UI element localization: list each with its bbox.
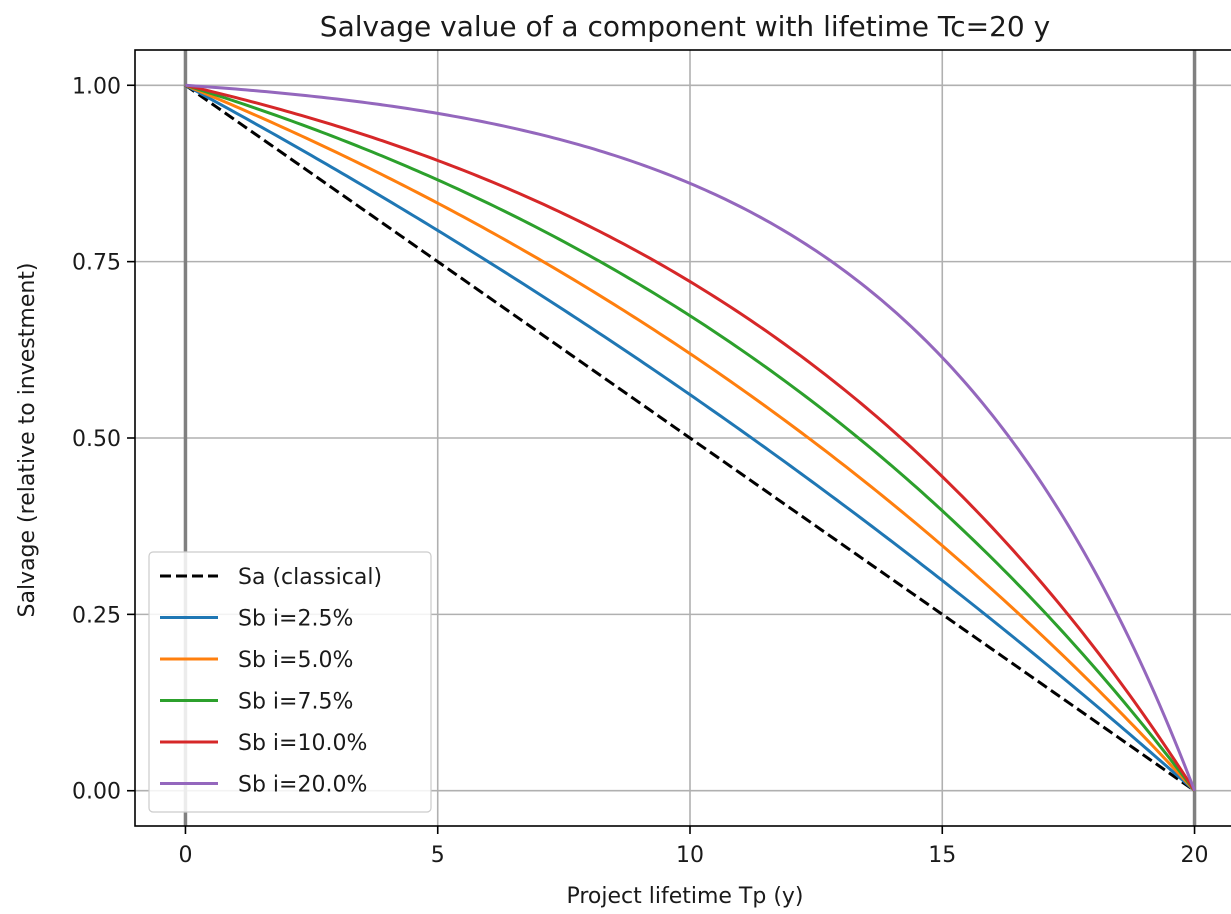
series-line: [185, 83, 1196, 792]
x-axis-ticks: 0 5 10 15 20: [178, 826, 1209, 868]
series-line: [185, 83, 1196, 792]
y-axis-ticks: 0.00 0.25 0.50 0.75 1.00: [72, 74, 135, 805]
y-tick-label: 0.25: [72, 603, 121, 628]
legend-label: Sb i=2.5%: [238, 607, 353, 632]
series-line: [184, 84, 1196, 792]
series-line: [185, 83, 1196, 792]
x-tick-label: 10: [676, 843, 704, 868]
legend-label: Sb i=20.0%: [238, 773, 367, 798]
x-tick-label: 5: [431, 843, 445, 868]
y-tick-label: 0.00: [72, 780, 121, 805]
y-tick-label: 0.75: [72, 251, 121, 276]
legend: Sa (classical) Sb i=2.5% Sb i=5.0% Sb i=7.5…: [148, 551, 432, 813]
y-axis-label: Salvage (relative to investment): [15, 262, 40, 617]
y-tick-label: 0.50: [72, 427, 121, 452]
series-lines: [184, 83, 1196, 792]
legend-box: [148, 551, 432, 813]
x-tick-label: 15: [928, 843, 956, 868]
legend-label: Sa (classical): [238, 565, 382, 590]
y-tick-label: 1.00: [72, 74, 121, 99]
x-tick-label: 20: [1181, 843, 1209, 868]
series-line: [184, 83, 1196, 792]
series-line: [184, 83, 1196, 792]
legend-label: Sb i=10.0%: [238, 731, 367, 756]
x-axis-label: Project lifetime Tp (y): [566, 884, 803, 909]
chart-title: Salvage value of a component with lifeti…: [320, 10, 1050, 43]
legend-label: Sb i=5.0%: [238, 648, 353, 673]
legend-label: Sb i=7.5%: [238, 690, 353, 715]
x-tick-label: 0: [178, 843, 192, 868]
